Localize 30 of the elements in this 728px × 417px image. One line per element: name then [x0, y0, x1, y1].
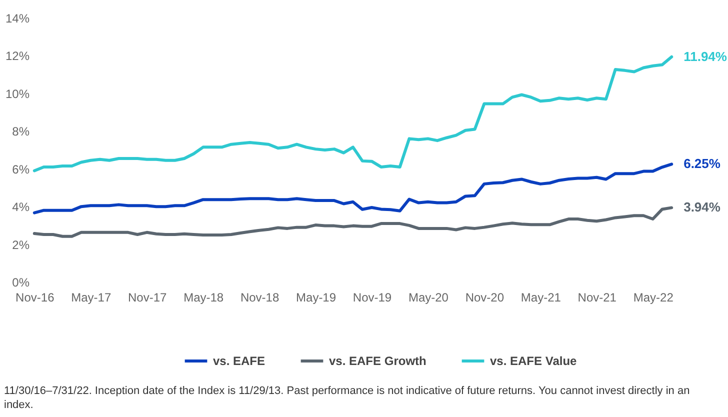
x-tick-label: Nov-16 — [16, 290, 55, 304]
legend-label: vs. EAFE Growth — [329, 354, 426, 368]
data-label: 3.94% — [684, 200, 721, 215]
y-tick-label: 14% — [5, 12, 30, 26]
y-tick-label: 8% — [12, 124, 30, 139]
line-series — [32, 162, 674, 214]
x-tick-label: Nov-21 — [578, 290, 617, 304]
x-tick-label: May-20 — [408, 290, 449, 304]
line-series — [32, 55, 674, 172]
data-label: 11.94% — [684, 48, 728, 64]
x-tick-label: Nov-18 — [240, 290, 280, 304]
data-label: 6.25% — [684, 156, 721, 172]
x-tick-label: May-21 — [520, 290, 562, 304]
legend-label: vs. EAFE Value — [490, 354, 578, 368]
x-tick-label: May-17 — [71, 290, 112, 304]
y-tick-label: 10% — [5, 86, 30, 101]
y-tick-label: 4% — [12, 200, 30, 214]
text: 11/30/16–7/31/22. Inception date of the Index is 11/29/13. Past performance is not indicative of future returns. You cannot invest directly in an index. — [4, 384, 691, 412]
x-tick-label: May-18 — [184, 290, 224, 304]
x-tick-label: Nov-19 — [352, 290, 392, 304]
legend-label: vs. EAFE — [213, 354, 266, 368]
x-tick-label: Nov-20 — [465, 290, 504, 304]
y-tick-label: 2% — [12, 238, 30, 252]
line-series — [32, 206, 674, 238]
y-tick-label: 0% — [12, 276, 30, 290]
x-tick-label: May-19 — [296, 290, 336, 304]
y-tick-label: 12% — [5, 49, 30, 64]
y-tick-label: 6% — [12, 162, 30, 176]
x-tick-label: Nov-17 — [128, 290, 168, 304]
x-tick-label: May-22 — [633, 290, 674, 304]
